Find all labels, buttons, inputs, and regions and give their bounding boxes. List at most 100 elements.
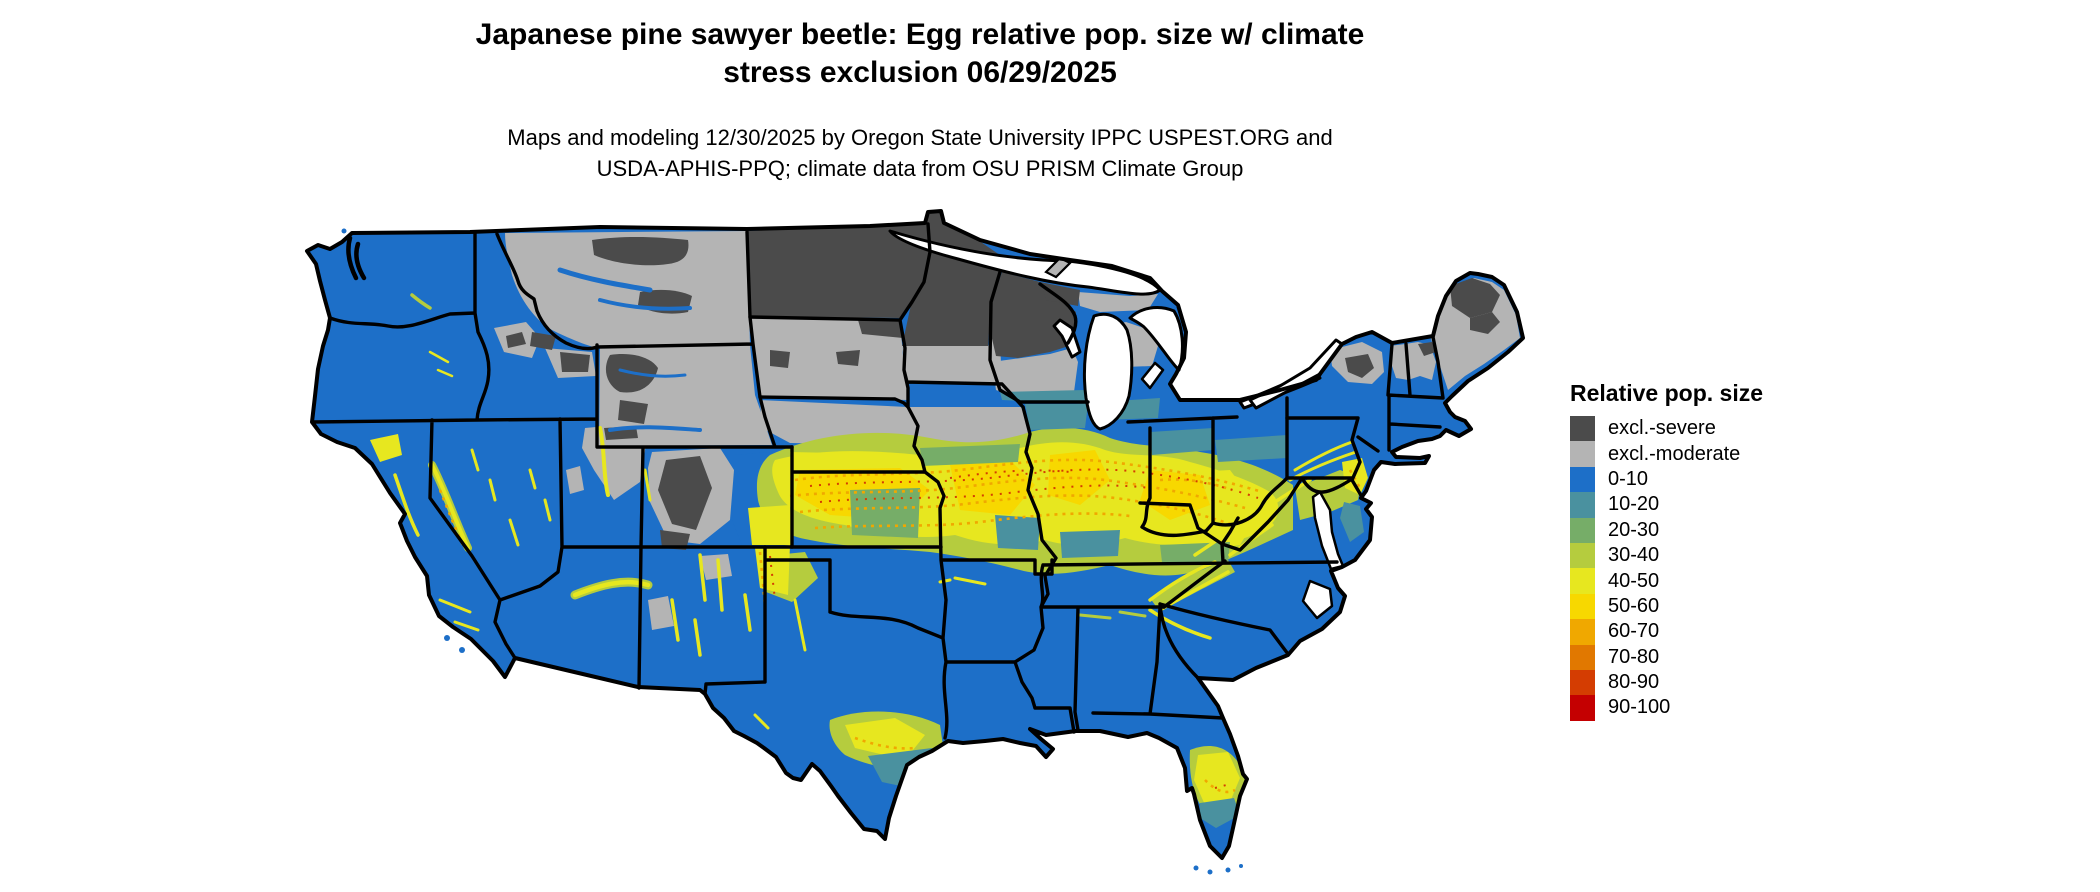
band-green-accents: [850, 444, 1230, 562]
region-newmexico-north-moderate: [700, 554, 732, 580]
region-maine-moderate: [1428, 278, 1520, 390]
florida-key-2: [1207, 869, 1213, 875]
kentucky-south-green: [1160, 542, 1230, 562]
wyoming-river-ribbon: [608, 425, 702, 432]
state-borders-midwest: [988, 270, 1339, 734]
subtitle-line-1: Maps and modeling 12/30/2025 by Oregon S…: [507, 125, 1333, 150]
legend-swatch-20-30: [1570, 517, 1595, 543]
texas-caprock-streak: [793, 598, 807, 652]
region-northdakota-severe: [747, 224, 930, 318]
region-idaho-severe: [506, 332, 526, 348]
legend-label: 0-10: [1608, 467, 1649, 490]
legend-row: 50-60: [1570, 593, 1763, 620]
region-southdakota-ne-severe: [858, 320, 903, 338]
colorado-westslope-streak: [643, 468, 652, 502]
legend-label: 90-100: [1608, 696, 1671, 719]
conus-outline: [305, 209, 1525, 860]
legend-swatch-0-10: [1570, 466, 1595, 493]
legend-row: 60-70: [1570, 619, 1763, 645]
legend-swatch-40-50: [1570, 568, 1595, 594]
conus-choropleth-map: [305, 209, 1525, 875]
speckle-row-2: [789, 476, 1246, 510]
speckle-row-3: [799, 494, 1231, 526]
legend-label: 40-50: [1608, 569, 1660, 592]
indiana-north-teal: [1150, 428, 1213, 455]
legend-label: 10-20: [1608, 493, 1660, 516]
region-wisconsin-north-severe: [990, 272, 1076, 358]
legend-label: excl.-severe: [1608, 417, 1716, 440]
legend-swatch-50-60: [1570, 593, 1595, 620]
state-borders-plains: [703, 222, 1054, 740]
san-juan-island: [341, 228, 347, 234]
region-minnesota-north-severe: [902, 212, 1010, 346]
lake-michigan: [1082, 312, 1134, 431]
saginaw-bay: [1140, 361, 1165, 390]
iowa-south-green: [920, 444, 1020, 466]
channel-island-1: [444, 635, 450, 641]
nevada-range-streaks: [470, 448, 552, 547]
legend-swatch-10-20: [1570, 492, 1595, 518]
region-upper-michigan-west-severe: [1040, 282, 1080, 306]
region-colorado-rockies-severe: [658, 456, 712, 530]
region-yellowstone-severe: [560, 352, 590, 372]
north-georgia-specks: [1078, 610, 1147, 620]
puget-sound-channels: [346, 235, 367, 281]
missouri-gold: [950, 460, 1035, 515]
state-borders: [310, 222, 1445, 740]
speckle-florida: [1204, 779, 1236, 794]
nebraska-south-yellow: [790, 452, 930, 472]
region-newmexico-west-moderate: [648, 596, 674, 630]
florida-central-yellow: [1194, 752, 1240, 805]
washington-cascades-sliver: [410, 293, 432, 310]
oregon-blue-mountains-specks: [428, 350, 454, 378]
illinois-south-teal: [1060, 530, 1120, 558]
legend-label: 80-90: [1608, 671, 1660, 694]
legend-label: 70-80: [1608, 645, 1660, 668]
region-blackhills-severe: [770, 350, 790, 368]
western-mountain-streaks: [370, 293, 1358, 730]
speckle-row-1: [794, 458, 1263, 494]
title-line-2: stress exclusion 06/29/2025: [723, 56, 1117, 89]
region-utah-west-moderate: [566, 466, 584, 494]
region-whitemountains-severe: [1418, 342, 1436, 356]
state-borders-northeast: [1386, 335, 1445, 452]
lake-superior: [888, 229, 1162, 296]
red-speckles: [769, 468, 1259, 789]
socal-transverse-streaks: [438, 598, 480, 632]
speckle-newjersey: [1348, 469, 1362, 489]
legend-row: 10-20: [1570, 492, 1763, 518]
islands: [341, 228, 1243, 875]
legend-swatch-excl-severe: [1570, 416, 1595, 442]
florida-key-1: [1193, 865, 1199, 871]
klamath-blob: [370, 434, 402, 462]
speckle-westvirginia: [1159, 478, 1233, 492]
region-maine-cap-severe: [1470, 312, 1500, 334]
state-borders-west: [310, 230, 943, 690]
legend-label: 30-40: [1608, 544, 1660, 567]
region-southdakota-central-severe: [836, 350, 860, 366]
illinois-north-teal: [1025, 404, 1088, 430]
region-montana-north-severe: [592, 236, 689, 266]
speckle-texas: [854, 736, 916, 750]
legend-swatch-70-80: [1570, 644, 1595, 670]
legend-label: 50-60: [1608, 594, 1660, 617]
florida-south-teal: [1200, 798, 1240, 828]
region-minnesota-south-moderate: [902, 326, 1002, 384]
region-maine-north-severe: [1450, 278, 1500, 318]
subtitle-line-2: USDA-APHIS-PPQ; climate data from OSU PR…: [596, 156, 1244, 181]
sierra-nevada-streak: [430, 463, 470, 550]
ohio-north-teal: [1215, 435, 1287, 462]
legend-row: 80-90: [1570, 669, 1763, 696]
legend-row: 30-40: [1570, 542, 1763, 569]
wind-river-ribbon: [618, 368, 687, 378]
speckle-newmexico: [758, 551, 767, 606]
colorado-plains-yellow: [748, 505, 792, 545]
region-adirondacks-severe: [1345, 354, 1374, 378]
legend-label: 20-30: [1608, 518, 1660, 541]
map-fill-layers: [307, 211, 1523, 858]
delmarva-teal: [1340, 502, 1364, 542]
legend-swatch-30-40: [1570, 542, 1595, 569]
keweenaw-peninsula: [1044, 256, 1072, 279]
legend-row: excl.-severe: [1570, 416, 1763, 442]
